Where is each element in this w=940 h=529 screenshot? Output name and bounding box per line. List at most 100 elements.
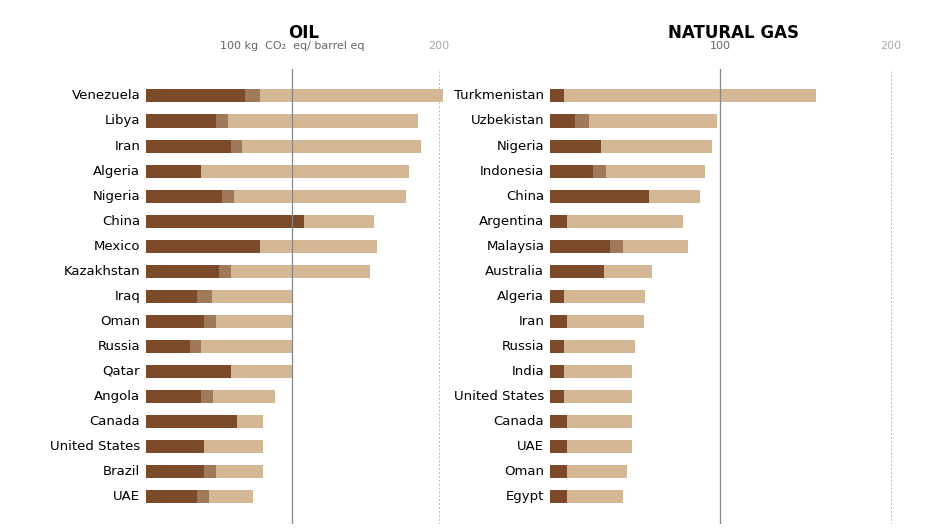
Bar (146, 415, 237, 428)
Bar (550, 315, 567, 328)
Bar (550, 189, 649, 203)
Bar (550, 415, 567, 428)
Bar (146, 140, 230, 152)
Bar (550, 114, 589, 127)
Text: 200: 200 (428, 41, 449, 51)
Bar (550, 315, 567, 328)
Bar (550, 89, 564, 103)
Bar (550, 140, 712, 152)
Bar (146, 165, 409, 178)
Text: 200: 200 (881, 41, 901, 51)
Bar (550, 140, 601, 152)
Bar (550, 415, 632, 428)
Bar (146, 215, 304, 227)
Bar (146, 290, 212, 303)
Bar (550, 290, 646, 303)
Bar (550, 290, 564, 303)
Bar (146, 89, 260, 103)
Bar (550, 340, 635, 353)
Bar (550, 490, 623, 503)
Bar (550, 165, 592, 178)
Bar (550, 465, 567, 478)
Bar (550, 165, 606, 178)
Bar (550, 215, 567, 227)
Bar (550, 189, 700, 203)
Bar (146, 215, 304, 227)
Bar (550, 440, 632, 453)
Bar (550, 290, 564, 303)
Bar (550, 340, 564, 353)
Bar (550, 240, 609, 253)
Bar (550, 89, 816, 103)
Bar (550, 365, 564, 378)
Bar (146, 240, 260, 253)
Bar (550, 215, 567, 227)
Bar (146, 264, 230, 278)
Bar (146, 340, 190, 353)
Bar (146, 490, 209, 503)
Bar (146, 264, 219, 278)
Bar (146, 290, 197, 303)
Bar (550, 390, 564, 403)
Bar (550, 390, 564, 403)
Bar (550, 114, 575, 127)
Bar (146, 165, 201, 178)
Text: 100 kg  CO₂  eq/ barrel eq: 100 kg CO₂ eq/ barrel eq (220, 41, 365, 51)
Bar (146, 114, 418, 127)
Title: OIL: OIL (288, 24, 319, 42)
Bar (550, 390, 632, 403)
Bar (146, 140, 243, 152)
Bar (550, 165, 705, 178)
Bar (550, 240, 688, 253)
Bar (146, 89, 443, 103)
Bar (146, 189, 233, 203)
Bar (550, 264, 604, 278)
Bar (550, 490, 567, 503)
Bar (146, 390, 213, 403)
Bar (550, 440, 567, 453)
Bar (146, 240, 377, 253)
Bar (146, 490, 253, 503)
Bar (550, 440, 567, 453)
Bar (146, 315, 204, 328)
Bar (146, 415, 263, 428)
Bar (550, 140, 601, 152)
Bar (146, 365, 230, 378)
Bar (550, 114, 717, 127)
Bar (146, 440, 204, 453)
Bar (550, 315, 644, 328)
Bar (146, 490, 197, 503)
Bar (146, 264, 369, 278)
Bar (146, 465, 204, 478)
Bar (146, 315, 292, 328)
Bar (550, 465, 567, 478)
Bar (146, 340, 292, 353)
Bar (146, 290, 292, 303)
Bar (550, 240, 623, 253)
Bar (550, 365, 564, 378)
Bar (146, 340, 201, 353)
Bar (550, 264, 652, 278)
Bar (146, 465, 263, 478)
Bar (146, 390, 201, 403)
Bar (146, 215, 374, 227)
Bar (550, 189, 649, 203)
Bar (146, 140, 421, 152)
Bar (550, 365, 632, 378)
Text: 100: 100 (710, 41, 731, 51)
Bar (146, 440, 204, 453)
Bar (550, 89, 564, 103)
Bar (146, 465, 216, 478)
Bar (146, 114, 216, 127)
Bar (146, 365, 230, 378)
Bar (146, 189, 406, 203)
Bar (146, 440, 263, 453)
Bar (146, 390, 274, 403)
Bar (146, 114, 227, 127)
Bar (146, 165, 201, 178)
Bar (550, 490, 567, 503)
Bar (146, 415, 237, 428)
Title: NATURAL GAS: NATURAL GAS (667, 24, 799, 42)
Bar (146, 189, 222, 203)
Bar (550, 415, 567, 428)
